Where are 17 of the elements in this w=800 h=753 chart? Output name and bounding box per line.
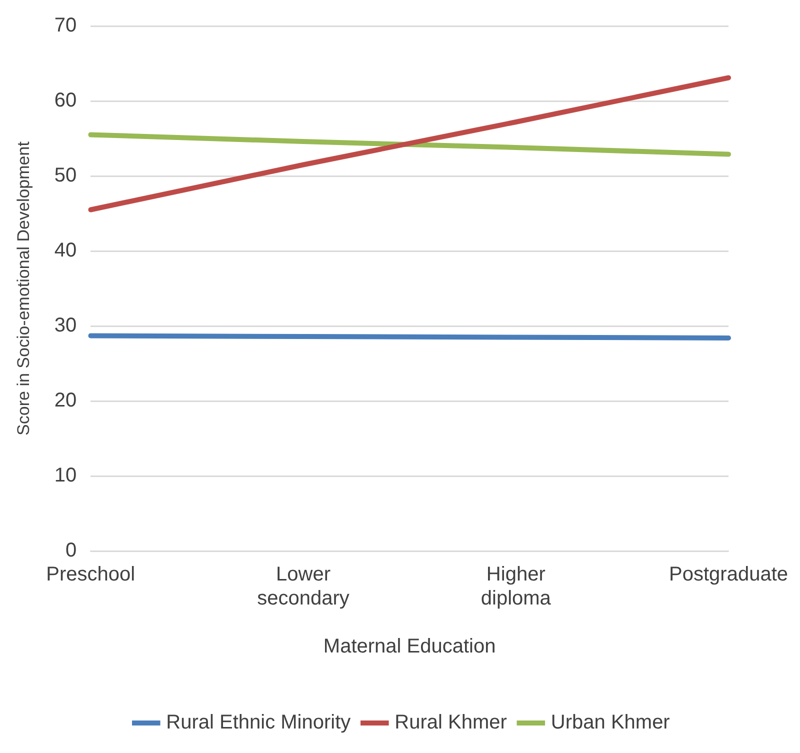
- y-tick-label: 10: [54, 464, 77, 487]
- y-tick-label: 20: [54, 390, 77, 412]
- x-tick-label: Lower secondary: [257, 564, 350, 610]
- y-tick-label: 50: [54, 164, 77, 187]
- y-axis-title: Score in Socio-emotional Development: [14, 141, 33, 436]
- y-tick-label: 40: [54, 240, 77, 262]
- y-tick-label: 0: [66, 540, 77, 562]
- y-tick-label: 60: [54, 90, 77, 112]
- x-tick-label: Preschool: [46, 564, 136, 586]
- x-tick-label: Postgraduate: [669, 564, 788, 586]
- y-tick-label: 70: [54, 14, 77, 37]
- y-tick-label: 30: [54, 314, 77, 337]
- legend-label: Rural Khmer: [394, 712, 508, 734]
- legend-label: Urban Khmer: [550, 712, 670, 734]
- x-axis-title: Maternal Education: [323, 636, 496, 658]
- x-tick-label: Higher diploma: [480, 564, 552, 610]
- legend-label: Rural Ethnic Minority: [166, 712, 351, 734]
